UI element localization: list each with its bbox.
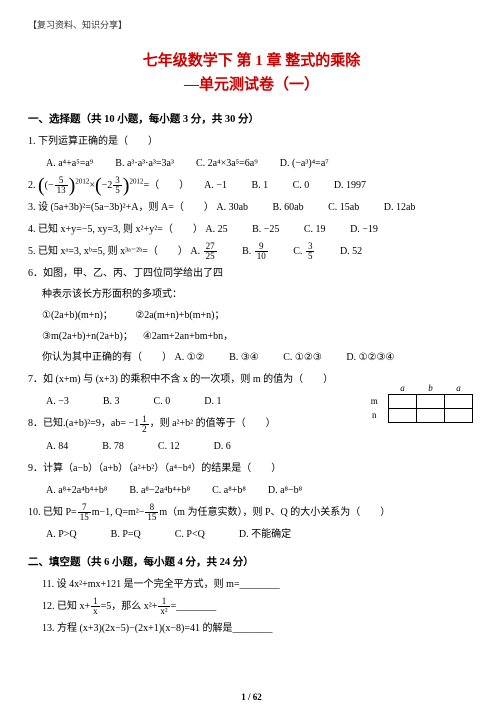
q8-options: A. 84 B. 78 C. 12 D. 6 — [28, 437, 475, 456]
q7-opt-a: A. −3 — [46, 392, 69, 411]
q6-opt-a: A. ①② — [175, 348, 205, 367]
q6-line1: 6．如图，甲、乙、丙、丁四位同学给出了四 — [28, 264, 338, 283]
q5-text: 5. 已知 xᵃ=3, xᵇ=5, 则 x³ᵃ⁻²ᵇ=（ ） — [28, 246, 188, 257]
q8-opt-c: C. 12 — [158, 437, 180, 456]
q6: 6．如图，甲、乙、丙、丁四位同学给出了四 种表示该长方形面积的多项式： ①(2a… — [28, 264, 475, 367]
q8-opt-a: A. 84 — [46, 437, 68, 456]
q6-opts12: ①(2a+b)(m+n)； ②2a(m+n)+b(m+n)； — [28, 306, 338, 325]
q12-f1d: x — [91, 607, 100, 616]
q2-opt-a: A. −1 — [204, 176, 227, 195]
q5-opt-b: B. 910 — [242, 242, 269, 261]
q10-f1d: 15 — [78, 513, 91, 522]
q9-options: A. a⁸+2a⁴b⁴+b⁸ B. a⁸−2a⁴b⁴+b⁸ C. a⁸+b⁸ D… — [28, 481, 475, 500]
q5-opt-d: D. 52 — [340, 242, 362, 261]
q5: 5. 已知 xᵃ=3, xᵇ=5, 则 x³ᵃ⁻²ᵇ=（ ） A. 2725 B… — [28, 242, 475, 261]
header-tag: 【复习资料、知识分享】 — [28, 18, 475, 31]
q1: 1. 下列运算正确的是（ ） — [28, 132, 475, 151]
q6-o1: ①(2a+b)(m+n)； — [42, 310, 113, 321]
page-number: 1 / 62 — [0, 692, 503, 702]
q8-opt-d: D. 6 — [214, 437, 231, 456]
q5-opt-c: C. 35 — [293, 242, 315, 261]
q2-f2d: 5 — [113, 186, 122, 195]
q4: 4. 已知 x+y=−5, xy=3, 则 x²+y²=（ ） A. 25 B.… — [28, 220, 475, 239]
q12-t3: =________ — [171, 601, 217, 612]
q8-text1: 8．已知.(a+b)²=9，ab= −1 — [28, 418, 139, 429]
q5a-den: 25 — [204, 252, 217, 261]
tbl-row-m: m — [361, 394, 389, 408]
q4-opt-c: C. 19 — [304, 220, 326, 239]
q7-opt-b: B. 3 — [103, 392, 120, 411]
q4-opt-b: B. −25 — [252, 220, 279, 239]
q10-t1: 10. 已知 P= — [28, 507, 77, 518]
q10-f2d: 15 — [145, 513, 158, 522]
q7-opt-c: C. 0 — [154, 392, 171, 411]
title-main: 七年级数学下 第 1 章 整式的乘除 — [28, 49, 475, 73]
q10-opt-c: C. P<Q — [175, 525, 205, 544]
q2: 2. ((−513)2012×(−235)2012=（ ） A. −1 B. 1… — [28, 176, 475, 195]
q2-f1d: 13 — [55, 186, 68, 195]
q12: 12. 已知 x+1x=5，那么 x²+1x²=________ — [28, 597, 475, 616]
q1-opt-c: C. 2a⁴×3a⁵=6a⁹ — [196, 154, 258, 173]
q8-opt-b: B. 78 — [102, 437, 124, 456]
q10-opt-b: B. P=Q — [111, 525, 141, 544]
q10: 10. 已知 P=715m−1, Q=m²−815m（m 为任意实数），则 P、… — [28, 503, 475, 522]
q1-options: A. a⁴+a⁵=a⁹ B. a³·a³·a³=3a³ C. 2a⁴×3a⁵=6… — [28, 154, 475, 173]
q2-opt-b: B. 1 — [251, 176, 268, 195]
q3-opt-a: A. 30ab — [216, 198, 248, 217]
q6-line3: 你认为其中正确的有（ ） A. ①② B. ③④ C. ①②③ D. ①②③④ — [28, 348, 475, 367]
q8-text2: ，则 a²+b² 的值等于（ ） — [150, 418, 276, 429]
title-sub: —单元测试卷（一） — [28, 73, 475, 97]
q4-opt-d: D. −19 — [350, 220, 378, 239]
q9: 9．计算（a−b）（a+b）（a²+b²）（a⁴−b⁴）的结果是（ ） — [28, 459, 475, 478]
q6-opt-d: D. ①②③④ — [346, 348, 394, 367]
q9-opt-a: A. a⁸+2a⁴b⁴+b⁸ — [46, 481, 107, 500]
q2-l: (− — [45, 180, 54, 191]
q6-o2: ②2a(m+n)+b(m+n)； — [135, 310, 224, 321]
q10-opt-a: A. P>Q — [46, 525, 77, 544]
q10-options: A. P>Q B. P=Q C. P<Q D. 不能确定 — [28, 525, 475, 544]
q12-t1: 12. 已知 x+ — [42, 601, 90, 612]
q3-text: 3. 设 (5a+3b)²=(5a−3b)²+A，则 A=（ ） — [28, 202, 214, 213]
q6-o3: ③m(2a+b)+n(2a+b)； — [42, 331, 133, 342]
q5c-den: 5 — [306, 252, 315, 261]
q11: 11. 设 4x²+mx+121 是一个完全平方式，则 m=________ — [28, 575, 475, 594]
q12-f2d: x² — [158, 607, 169, 616]
q8: 8．已知.(a+b)²=9，ab= −112，则 a²+b² 的值等于（ ） — [28, 414, 475, 433]
q10-t2: m−1, Q=m²− — [92, 507, 145, 518]
q10-t3: m（m 为任意实数），则 P、Q 的大小关系为（ ） — [159, 507, 390, 518]
q6-ask: 你认为其中正确的有（ ） — [42, 352, 172, 363]
q5b-den: 10 — [255, 252, 268, 261]
q9-opt-d: D. a⁸−b⁸ — [268, 481, 302, 500]
q7: 7．如 (x+m) 与 (x+3) 的乘积中不含 x 的一次项，则 m 的值为（… — [28, 370, 475, 389]
q10-opt-d: D. 不能确定 — [239, 525, 291, 544]
q2-opt-d: D. 1997 — [334, 176, 366, 195]
q9-opt-b: B. a⁸−2a⁴b⁴+b⁸ — [129, 481, 190, 500]
q1-opt-b: B. a³·a³·a³=3a³ — [115, 154, 174, 173]
q3-opt-d: D. 12ab — [384, 198, 416, 217]
q6-o4: ④2am+2an+bm+bn， — [143, 331, 233, 342]
q1-opt-a: A. a⁴+a⁵=a⁹ — [46, 154, 93, 173]
q4-opt-a: A. 25 — [205, 220, 227, 239]
q7-opt-d: D. 1 — [204, 392, 221, 411]
q6-line2: 种表示该长方形面积的多项式： — [28, 285, 338, 304]
q4-text: 4. 已知 x+y=−5, xy=3, 则 x²+y²=（ ） — [28, 224, 203, 235]
q9-opt-c: C. a⁸+b⁸ — [212, 481, 246, 500]
q12-t2: =5，那么 x²+ — [101, 601, 158, 612]
q6-opts34: ③m(2a+b)+n(2a+b)； ④2am+2an+bm+bn， — [28, 327, 338, 346]
q2-opt-c: C. 0 — [293, 176, 310, 195]
q5-opt-a: A. 2725 — [190, 242, 217, 261]
q3-opt-b: B. 60ab — [273, 198, 304, 217]
q6-opt-c: C. ①②③ — [283, 348, 322, 367]
q3-opt-c: C. 15ab — [328, 198, 359, 217]
section-2-heading: 二、填空题（共 6 小题，每小题 4 分，共 24 分） — [28, 554, 475, 569]
q6-opt-b: B. ③④ — [229, 348, 259, 367]
q8-fd: 2 — [140, 425, 149, 434]
q3: 3. 设 (5a+3b)²=(5a−3b)²+A，则 A=（ ） A. 30ab… — [28, 198, 475, 217]
section-1-heading: 一、选择题（共 10 小题，每小题 3 分，共 30 分） — [28, 111, 475, 126]
q1-opt-d: D. (−a³)⁴=a⁷ — [280, 154, 329, 173]
q2-prefix: 2. — [28, 180, 36, 191]
q13: 13. 方程 (x+3)(2x−5)−(2x+1)(x−8)=41 的解是___… — [28, 619, 475, 638]
